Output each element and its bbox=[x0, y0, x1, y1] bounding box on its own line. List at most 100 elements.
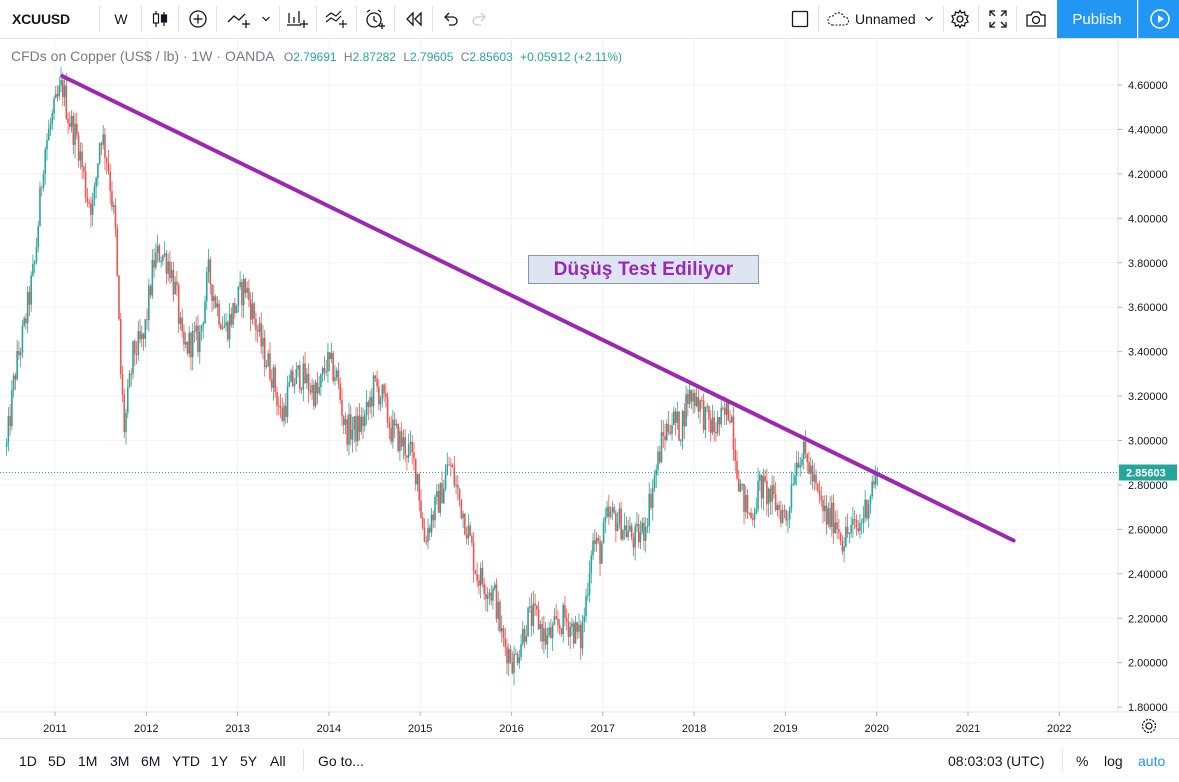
candle bbox=[323, 356, 326, 381]
range-all[interactable]: All bbox=[270, 752, 286, 769]
candle bbox=[77, 131, 80, 168]
candle bbox=[83, 165, 85, 180]
candle bbox=[313, 380, 315, 411]
candle bbox=[91, 192, 94, 226]
utc-clock[interactable]: 08:03:03 (UTC) bbox=[948, 752, 1045, 769]
candle bbox=[853, 509, 856, 530]
x-tick-label: 2017 bbox=[591, 723, 615, 735]
candle bbox=[532, 590, 535, 634]
candle bbox=[123, 388, 126, 438]
candle bbox=[748, 512, 751, 516]
candle bbox=[550, 618, 552, 639]
candle bbox=[797, 451, 800, 469]
cloud-icon bbox=[826, 11, 850, 27]
publish-button[interactable]: Publish bbox=[1057, 0, 1137, 38]
candle bbox=[9, 404, 11, 436]
candle bbox=[636, 512, 638, 533]
range-5d[interactable]: 5D bbox=[48, 752, 66, 769]
strategy-icon[interactable] bbox=[320, 0, 352, 38]
candle bbox=[525, 624, 528, 645]
candle bbox=[372, 372, 375, 417]
y-tick-label: 2.00000 bbox=[1128, 658, 1168, 670]
candle bbox=[37, 220, 40, 253]
toolbar-divider bbox=[1016, 6, 1017, 32]
candle bbox=[790, 471, 793, 513]
range-1y[interactable]: 1Y bbox=[211, 752, 229, 769]
candle bbox=[218, 299, 220, 328]
candle bbox=[265, 359, 268, 369]
candle bbox=[718, 416, 721, 436]
candle bbox=[332, 350, 334, 384]
symbol-search[interactable]: XCUUSD bbox=[12, 11, 70, 27]
chart-text-annotation[interactable]: Düşüş Test Ediliyor bbox=[528, 255, 759, 284]
replay-icon[interactable] bbox=[400, 0, 428, 38]
expand-icon[interactable] bbox=[984, 0, 1012, 38]
range-3m[interactable]: 3M bbox=[110, 752, 130, 769]
toolbar-divider bbox=[978, 6, 979, 32]
candle bbox=[7, 407, 10, 452]
candle bbox=[801, 453, 803, 468]
layout-selector[interactable]: Unnamed bbox=[826, 0, 946, 38]
range-ytd[interactable]: YTD bbox=[172, 752, 200, 769]
play-icon[interactable] bbox=[1138, 0, 1179, 38]
candle bbox=[653, 470, 656, 493]
range-1d[interactable]: 1D bbox=[19, 752, 37, 769]
candle bbox=[40, 185, 43, 197]
candle bbox=[460, 499, 463, 520]
candle bbox=[560, 627, 563, 637]
candle bbox=[242, 274, 245, 319]
range-6m[interactable]: 6M bbox=[141, 752, 161, 769]
log-toggle[interactable]: log bbox=[1104, 752, 1123, 769]
chart-legend: CFDs on Copper (US$ / lb) · 1W · OANDA O… bbox=[11, 48, 622, 64]
candle bbox=[295, 361, 298, 385]
candle bbox=[63, 77, 66, 107]
candle bbox=[802, 439, 805, 470]
candle bbox=[618, 502, 621, 529]
toolbar-divider bbox=[432, 6, 433, 32]
auto-toggle[interactable]: auto bbox=[1138, 752, 1166, 769]
candle bbox=[857, 519, 859, 535]
candle bbox=[611, 501, 614, 521]
candle bbox=[792, 472, 794, 486]
add-indicator-icon[interactable] bbox=[184, 0, 212, 38]
fullscreen-square-icon[interactable] bbox=[786, 0, 814, 38]
candle bbox=[177, 282, 180, 333]
y-tick-label: 3.20000 bbox=[1128, 391, 1168, 403]
camera-icon[interactable] bbox=[1022, 0, 1050, 38]
alert-clock-icon[interactable] bbox=[361, 0, 389, 38]
candles-icon[interactable] bbox=[146, 0, 174, 38]
candle bbox=[841, 534, 844, 556]
redo-icon[interactable] bbox=[465, 0, 493, 38]
candle bbox=[522, 620, 524, 647]
range-5y[interactable]: 5Y bbox=[240, 752, 258, 769]
chevron-down-icon[interactable] bbox=[256, 0, 276, 38]
y-tick-label: 2.40000 bbox=[1128, 569, 1168, 581]
compare-icon[interactable] bbox=[222, 0, 256, 38]
candle bbox=[269, 342, 271, 382]
gear-icon[interactable] bbox=[946, 0, 974, 38]
candle bbox=[23, 315, 25, 328]
candle bbox=[35, 237, 38, 265]
candle bbox=[200, 324, 203, 341]
candle bbox=[816, 483, 819, 493]
candle bbox=[262, 325, 264, 360]
interval-button[interactable]: W bbox=[114, 11, 128, 27]
close-label: C bbox=[460, 50, 470, 64]
candle bbox=[855, 514, 858, 536]
candle bbox=[360, 407, 363, 435]
indicators-icon[interactable] bbox=[283, 0, 311, 38]
range-1m[interactable]: 1M bbox=[78, 752, 98, 769]
candle bbox=[780, 500, 782, 528]
goto-button[interactable]: Go to... bbox=[318, 752, 364, 769]
candle bbox=[523, 625, 526, 649]
price-chart[interactable]: 1.80000 2.00000 2.20000 2.40000 2.60000 2.800… bbox=[0, 39, 1179, 738]
percent-toggle[interactable]: % bbox=[1076, 752, 1089, 769]
candle bbox=[759, 470, 761, 492]
candle bbox=[608, 494, 610, 525]
candle bbox=[207, 248, 210, 283]
trendline bbox=[60, 74, 1016, 543]
candle bbox=[593, 529, 596, 553]
candle bbox=[97, 163, 99, 187]
undo-icon[interactable] bbox=[437, 0, 465, 38]
candle bbox=[39, 181, 41, 227]
